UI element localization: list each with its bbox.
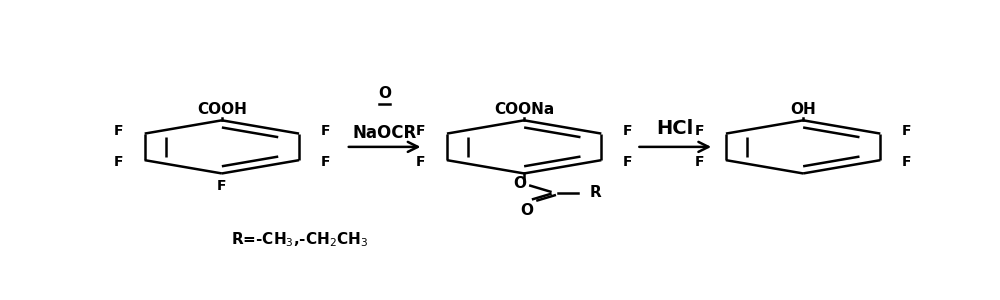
Text: F: F (902, 155, 912, 170)
Text: R=-CH$_3$,-CH$_2$CH$_3$: R=-CH$_3$,-CH$_2$CH$_3$ (231, 230, 368, 249)
Text: F: F (623, 124, 633, 138)
Text: F: F (321, 124, 330, 138)
Text: F: F (695, 124, 704, 138)
Text: COOH: COOH (197, 102, 247, 117)
Text: F: F (321, 155, 330, 170)
Text: O: O (520, 203, 533, 218)
Text: F: F (113, 124, 123, 138)
Text: F: F (416, 155, 425, 170)
Text: O: O (378, 86, 391, 101)
Text: NaOCR: NaOCR (352, 124, 417, 142)
Text: O: O (514, 176, 527, 191)
Text: COONa: COONa (494, 102, 554, 117)
Text: R: R (589, 185, 601, 200)
Text: F: F (217, 179, 227, 193)
Text: F: F (902, 124, 912, 138)
Text: OH: OH (790, 102, 816, 117)
Text: F: F (416, 124, 425, 138)
Text: F: F (623, 155, 633, 170)
Text: F: F (113, 155, 123, 170)
Text: HCl: HCl (657, 119, 694, 138)
Text: F: F (695, 155, 704, 170)
